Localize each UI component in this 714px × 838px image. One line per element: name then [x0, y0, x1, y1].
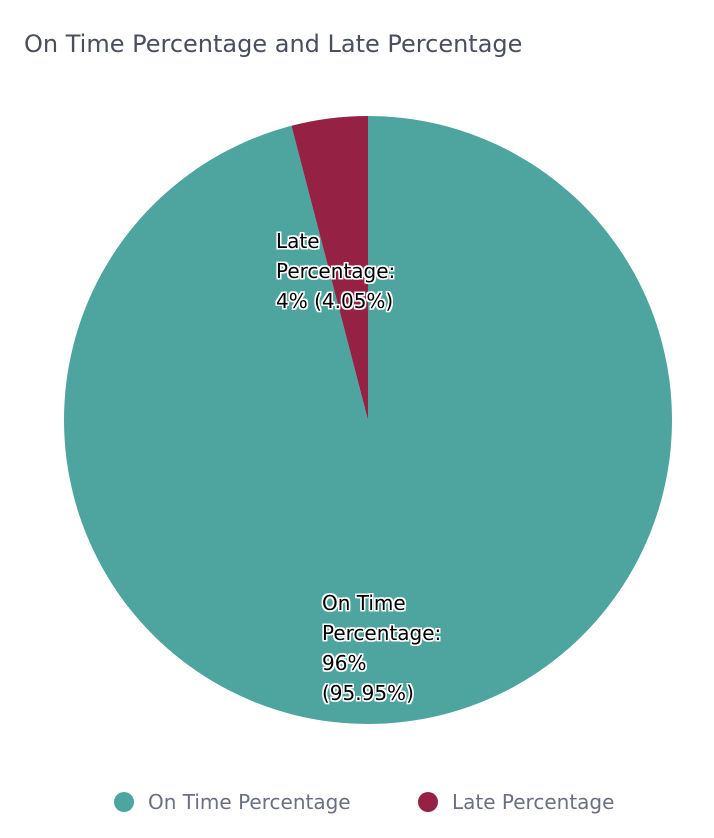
legend-item: Late Percentage [418, 790, 614, 814]
legend-marker [418, 792, 438, 812]
data-label: Late Percentage: 4% (4.05%) [276, 229, 396, 313]
data-label: On Time Percentage: 96% (95.95%) [322, 591, 442, 705]
legend-label: Late Percentage [452, 790, 615, 814]
pie-slice [291, 116, 368, 420]
legend-item: On Time Percentage [114, 790, 351, 814]
chart-title: On Time Percentage and Late Percentage [24, 30, 523, 58]
legend-label: On Time Percentage [148, 790, 351, 814]
legend-marker [114, 792, 134, 812]
